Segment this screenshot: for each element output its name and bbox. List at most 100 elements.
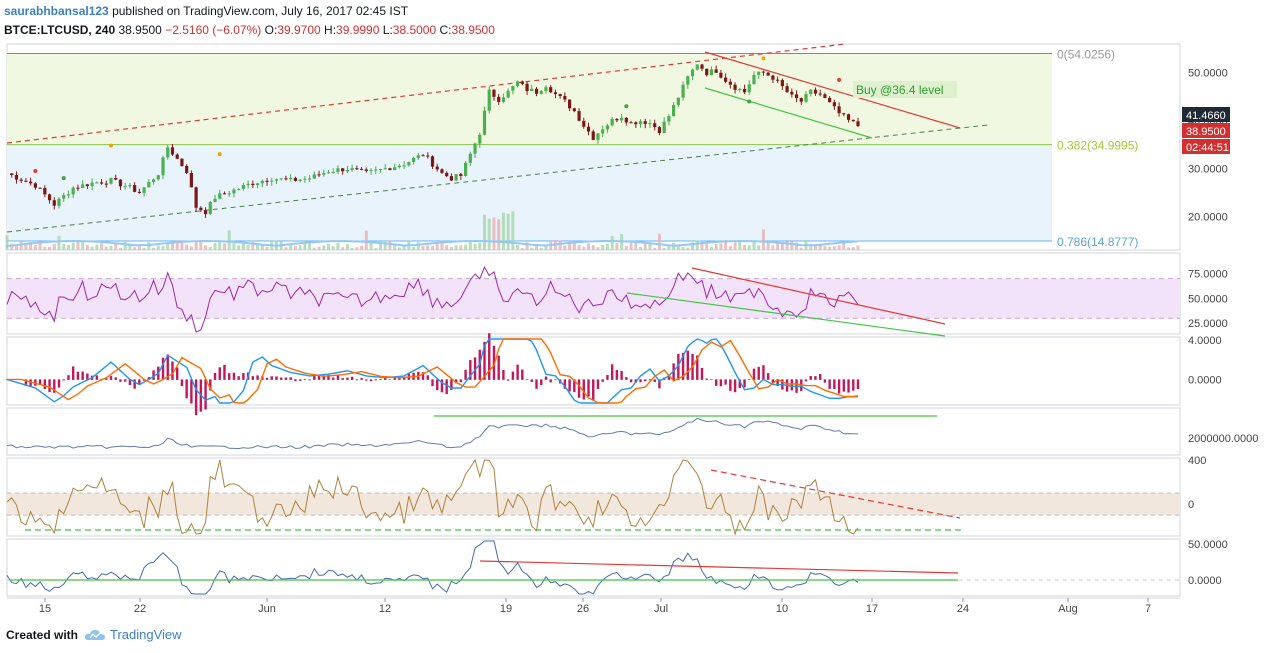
volume-bar — [383, 241, 387, 250]
volume-bar — [204, 245, 208, 250]
candle-body — [350, 168, 354, 170]
candle-body — [289, 177, 293, 180]
candle-body — [506, 90, 510, 98]
volume-bar — [449, 246, 453, 250]
candle-body — [568, 99, 572, 109]
macd-histogram-bar — [748, 379, 751, 380]
footer: Created with TradingView — [6, 627, 182, 642]
volume-bar — [563, 245, 567, 250]
candle-body — [610, 118, 614, 126]
volume-bar — [166, 244, 170, 250]
volume-bar — [487, 218, 491, 250]
candle-body — [421, 155, 425, 157]
volume-bar — [312, 247, 316, 250]
trendline-upper-channel — [6, 43, 846, 144]
candle-body — [591, 131, 595, 140]
volume-bar — [705, 242, 709, 250]
time-tick-label: 26 — [577, 603, 589, 615]
candle-body — [558, 94, 562, 96]
volume-bar — [709, 246, 713, 250]
candle-body — [322, 173, 326, 175]
volume-bar — [497, 219, 501, 250]
candle-body — [624, 117, 628, 123]
volume-bar — [265, 246, 269, 250]
high-value: 39.9990 — [336, 23, 380, 37]
candle-body — [553, 92, 558, 95]
macd-histogram-bar — [587, 379, 590, 397]
candle-body — [307, 178, 312, 180]
candle-body — [293, 177, 297, 181]
macd-histogram-bar — [445, 379, 448, 395]
obv-tick-label: 2000000.0000 — [1188, 433, 1258, 445]
candle-body — [473, 143, 477, 154]
macd-histogram-bar — [350, 376, 354, 380]
candle-body — [345, 169, 349, 172]
candle-body — [681, 84, 685, 98]
volume-bar — [402, 245, 406, 250]
signal-dot — [33, 168, 38, 173]
macd-histogram-bar — [270, 376, 273, 380]
volume-bar — [459, 245, 463, 250]
signal-dot — [761, 56, 766, 61]
price-change: −2.5160 (−6.07%) — [165, 23, 262, 37]
candle-body — [364, 169, 368, 171]
time-tick-label: 12 — [379, 603, 391, 615]
volume-bar — [544, 244, 548, 250]
macd-histogram-bar — [379, 379, 382, 380]
candle-body — [724, 77, 728, 82]
volume-bar — [799, 247, 803, 250]
volume-bar — [818, 245, 822, 250]
volume-bar — [591, 245, 595, 250]
volume-bar — [374, 247, 378, 250]
candle-body — [227, 193, 231, 195]
volume-bar — [10, 243, 14, 250]
volume-bar — [587, 243, 591, 250]
candle-body — [341, 168, 345, 172]
candle-body — [284, 178, 288, 180]
volume-bar — [397, 247, 401, 250]
macd-histogram-bar — [771, 379, 775, 384]
volume-ma-line — [6, 239, 859, 248]
volume-bar — [752, 240, 756, 250]
macd-histogram-bar — [166, 354, 169, 380]
candle-body — [260, 180, 264, 184]
macd-histogram-bar — [658, 379, 661, 389]
candle-body — [411, 157, 416, 162]
candle-body — [29, 181, 33, 184]
candle-body — [47, 194, 52, 201]
macd-histogram-bar — [431, 379, 434, 387]
candle-body — [128, 185, 132, 187]
volume-bar — [208, 246, 212, 250]
volume-bar — [317, 246, 321, 250]
volume-bar — [653, 247, 657, 250]
time-tick-label: 19 — [500, 603, 512, 615]
volume-bar — [175, 240, 179, 250]
macd-histogram-bar — [653, 379, 656, 382]
tradingview-link[interactable]: TradingView — [84, 627, 182, 642]
candle-body — [85, 184, 89, 187]
candle-body — [52, 200, 56, 206]
candle-body — [383, 168, 387, 170]
macd-histogram-bar — [53, 379, 56, 393]
author-link[interactable]: saurabhbansal123 — [4, 4, 109, 18]
macd-histogram-bar — [128, 379, 132, 385]
candle-body — [478, 134, 482, 144]
candle-body — [151, 179, 156, 182]
candle-body — [530, 88, 534, 92]
macd-histogram-bar — [114, 377, 117, 380]
candle-body — [667, 116, 671, 122]
high-label: H: — [324, 23, 337, 37]
pane-vol — [6, 407, 1181, 456]
candle-body — [676, 97, 680, 105]
volume-bar — [728, 246, 732, 250]
volume-bar — [681, 247, 685, 250]
time-tick-label: Jun — [258, 603, 276, 615]
candle-body — [397, 165, 402, 168]
volume-bar — [445, 245, 449, 250]
last-price: 38.9500 — [118, 23, 162, 37]
pane-osc — [6, 538, 1181, 597]
macd-histogram-bar — [464, 369, 467, 380]
candle-body — [705, 68, 709, 76]
candle-body — [761, 71, 766, 73]
